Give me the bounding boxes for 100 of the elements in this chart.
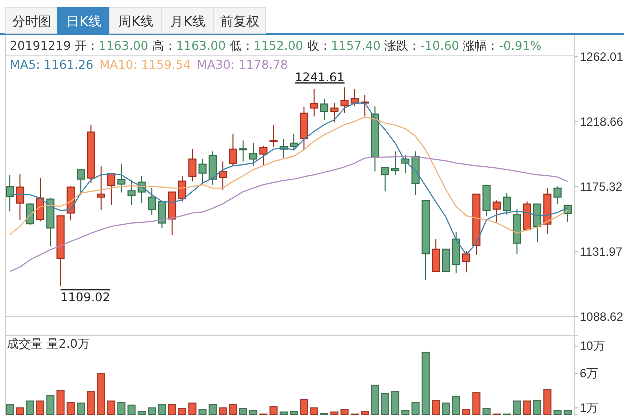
bar <box>77 402 86 416</box>
bar <box>158 404 166 416</box>
bar <box>432 400 440 416</box>
bar <box>442 402 450 416</box>
tab: 周K线 <box>110 8 162 34</box>
bar <box>168 404 176 416</box>
y-tick-label: 1175.32 <box>580 180 623 194</box>
bar <box>208 404 217 416</box>
candlestick <box>310 88 318 118</box>
y-tick-label: 6万 <box>580 366 599 381</box>
bar <box>523 400 532 416</box>
candlestick <box>249 142 258 167</box>
bar <box>462 409 471 416</box>
bar <box>482 408 491 416</box>
candlestick <box>6 174 14 212</box>
candlestick <box>219 161 228 191</box>
tab: 日K线 <box>58 8 110 34</box>
bar <box>198 409 207 416</box>
bar <box>270 406 278 416</box>
bar <box>310 408 318 416</box>
bar <box>97 373 106 416</box>
y-tick-label: 10万 <box>580 339 606 354</box>
bar <box>472 392 481 416</box>
bar <box>290 411 298 416</box>
tab: 分时图 <box>6 8 58 34</box>
tab: 前复权 <box>214 8 266 34</box>
bar <box>118 402 126 416</box>
bar <box>381 393 390 416</box>
y-tick-label: 1218.66 <box>580 114 624 129</box>
bar <box>330 412 339 416</box>
bar <box>219 408 228 416</box>
bar <box>412 402 420 416</box>
candlestick <box>118 163 126 194</box>
candlestick <box>554 186 562 204</box>
candlestick <box>320 98 329 120</box>
tab: 月K线 <box>162 8 214 34</box>
candlestick <box>77 169 86 196</box>
y-tick-label: 1088.62 <box>580 310 624 324</box>
candlestick <box>503 192 512 216</box>
text: MA30: 1178.78 <box>197 58 288 72</box>
candlestick <box>442 248 450 273</box>
bar <box>107 400 116 416</box>
candlestick <box>239 140 248 162</box>
candlestick <box>381 167 390 192</box>
bar <box>340 409 349 416</box>
text: MA5: 1161.26 <box>10 58 94 72</box>
candlestick <box>330 102 339 124</box>
bar <box>6 404 14 416</box>
candlestick <box>391 151 400 176</box>
candlestick <box>432 238 440 273</box>
bar <box>239 408 248 416</box>
bar <box>188 402 197 416</box>
candlestick <box>148 188 156 216</box>
bar <box>371 384 380 416</box>
bar <box>148 408 156 416</box>
bar <box>128 404 136 416</box>
bar <box>533 400 542 416</box>
candlestick <box>26 202 34 226</box>
candlestick <box>260 145 268 167</box>
bar <box>422 352 430 416</box>
text: MA10: 1159.54 <box>100 58 191 72</box>
annotation: 1109.02 <box>60 290 110 304</box>
bar <box>452 396 460 416</box>
annotation: 成交量 量2.0万 <box>7 337 90 351</box>
bar <box>564 410 572 416</box>
candlestick <box>290 133 298 152</box>
candlestick <box>270 124 278 148</box>
candlestick <box>340 87 349 114</box>
chart-title: 20191219 开：1163.00 高：1163.00 低：1152.00 收：1157.40 涨跌：-10.60 涨幅：-0.91% <box>10 39 542 53</box>
bar <box>66 402 75 416</box>
bar <box>280 412 288 416</box>
candlestick <box>492 200 501 224</box>
candlestick <box>198 158 207 184</box>
bar <box>178 408 187 416</box>
candlestick <box>128 179 136 206</box>
bar <box>402 410 410 416</box>
bar <box>300 399 308 416</box>
y-tick-label: 1131.97 <box>580 244 623 259</box>
bar <box>513 400 522 416</box>
candlestick <box>229 133 238 167</box>
candlestick <box>16 173 24 221</box>
candlestick <box>208 151 217 186</box>
bar <box>138 411 146 416</box>
candlestick <box>533 204 542 244</box>
y-tick-label: 1万 <box>580 400 599 415</box>
bar <box>46 395 55 416</box>
bar <box>391 391 400 416</box>
bar <box>249 410 258 416</box>
bar <box>56 390 65 416</box>
candlestick <box>350 88 359 108</box>
bar <box>16 408 24 416</box>
bar <box>361 411 370 416</box>
bar <box>26 400 34 416</box>
bar <box>87 391 96 416</box>
line-series <box>10 156 568 272</box>
annotation: 1241.61 <box>295 70 345 85</box>
bar <box>544 389 552 416</box>
candlestick <box>97 166 106 210</box>
bar <box>229 404 238 416</box>
candlestick <box>188 148 197 182</box>
